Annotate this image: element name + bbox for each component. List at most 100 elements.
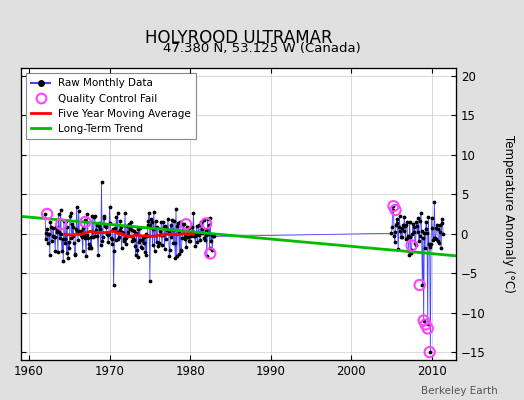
Point xyxy=(112,237,120,244)
Point xyxy=(411,242,420,248)
Point xyxy=(79,224,88,231)
Point xyxy=(122,235,130,242)
Point xyxy=(64,238,73,245)
Point xyxy=(208,247,216,254)
Point xyxy=(184,225,193,231)
Point xyxy=(134,254,142,260)
Point xyxy=(103,232,112,238)
Point xyxy=(48,232,57,239)
Point xyxy=(162,236,170,242)
Point xyxy=(420,317,428,324)
Point xyxy=(133,246,141,253)
Point xyxy=(104,238,113,245)
Point xyxy=(421,226,430,232)
Point xyxy=(438,216,446,222)
Point xyxy=(174,229,183,235)
Point xyxy=(58,235,67,242)
Point xyxy=(107,236,116,242)
Point xyxy=(418,282,427,288)
Point xyxy=(60,236,69,242)
Point xyxy=(155,240,163,247)
Point xyxy=(423,230,431,236)
Point xyxy=(118,228,126,235)
Point xyxy=(136,225,144,231)
Point xyxy=(412,219,420,226)
Point xyxy=(76,229,84,236)
Point xyxy=(177,248,185,254)
Point xyxy=(194,231,202,238)
Point xyxy=(57,231,66,238)
Point xyxy=(188,224,196,230)
Point xyxy=(102,222,111,229)
Point xyxy=(394,246,402,253)
Point xyxy=(430,234,438,241)
Point xyxy=(392,222,400,228)
Point xyxy=(418,228,426,234)
Point xyxy=(149,226,157,232)
Point xyxy=(96,226,104,232)
Point xyxy=(103,231,111,237)
Point xyxy=(134,226,143,232)
Point xyxy=(198,226,206,232)
Point xyxy=(55,229,63,235)
Point xyxy=(176,218,184,225)
Point xyxy=(113,210,122,216)
Point xyxy=(135,239,143,245)
Point xyxy=(395,224,403,231)
Point xyxy=(98,238,106,244)
Point xyxy=(160,224,168,230)
Point xyxy=(54,211,63,217)
Point xyxy=(95,223,103,229)
Point xyxy=(189,228,197,235)
Point xyxy=(172,206,180,212)
Point xyxy=(127,219,135,226)
Point xyxy=(192,230,200,237)
Title: HOLYROOD ULTRAMAR: HOLYROOD ULTRAMAR xyxy=(145,29,332,47)
Point xyxy=(101,224,110,230)
Point xyxy=(169,239,178,246)
Point xyxy=(100,212,108,219)
Point xyxy=(67,210,75,216)
Point xyxy=(152,239,161,245)
Point xyxy=(167,234,176,240)
Point xyxy=(126,226,135,233)
Point xyxy=(204,230,212,237)
Point xyxy=(399,222,407,228)
Point xyxy=(91,213,99,219)
Point xyxy=(195,232,204,238)
Point xyxy=(420,317,428,324)
Point xyxy=(397,225,406,231)
Point xyxy=(205,244,214,251)
Point xyxy=(394,220,402,226)
Point xyxy=(184,234,192,240)
Point xyxy=(196,219,205,226)
Point xyxy=(113,229,121,235)
Point xyxy=(53,227,61,234)
Point xyxy=(88,213,96,219)
Point xyxy=(389,207,398,213)
Point xyxy=(208,232,216,238)
Point xyxy=(153,224,161,230)
Point xyxy=(146,222,155,228)
Point xyxy=(421,244,429,251)
Point xyxy=(41,236,50,242)
Point xyxy=(425,244,434,250)
Point xyxy=(45,230,53,237)
Point xyxy=(402,222,410,228)
Point xyxy=(57,206,65,213)
Point xyxy=(89,229,97,236)
Point xyxy=(45,230,53,237)
Point xyxy=(407,246,416,253)
Point xyxy=(198,229,206,236)
Point xyxy=(84,241,93,248)
Point xyxy=(168,217,176,224)
Point xyxy=(127,227,136,234)
Point xyxy=(179,221,187,228)
Point xyxy=(199,217,208,223)
Point xyxy=(437,245,445,252)
Point xyxy=(59,258,68,264)
Point xyxy=(147,216,155,223)
Point xyxy=(97,179,106,186)
Point xyxy=(425,241,433,247)
Point xyxy=(132,252,140,259)
